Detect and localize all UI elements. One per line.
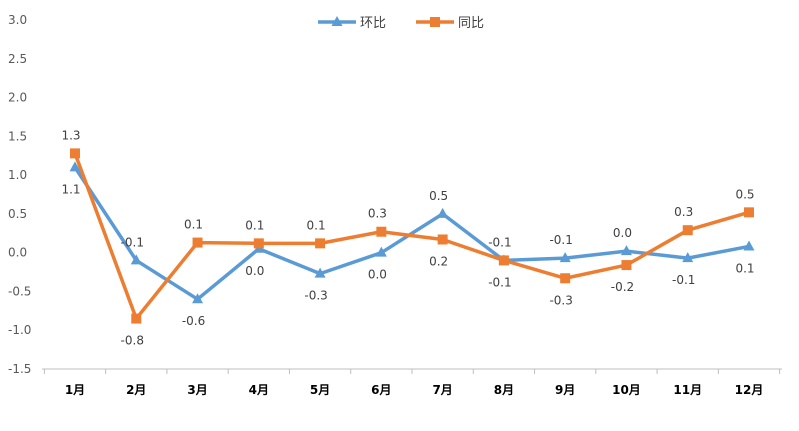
data-point-triangle xyxy=(375,246,387,257)
data-label: 0.3 xyxy=(368,207,387,221)
data-label: -0.2 xyxy=(611,280,634,294)
data-label: 0.1 xyxy=(735,261,754,275)
data-label: 0.0 xyxy=(368,268,387,282)
data-label: -0.8 xyxy=(121,334,144,348)
data-label: -0.3 xyxy=(549,293,572,307)
x-tick-label: 2月 xyxy=(126,383,146,397)
data-label: 0.1 xyxy=(184,218,203,232)
series-markers xyxy=(69,148,755,324)
data-label: 0.1 xyxy=(245,218,264,232)
data-point-square xyxy=(131,313,142,324)
data-point-square xyxy=(70,148,80,159)
y-tick-label: 2.0 xyxy=(8,91,27,105)
y-tick-label: 0.5 xyxy=(8,207,27,221)
series-line-mom xyxy=(73,166,750,301)
x-tick-label: 10月 xyxy=(612,383,641,397)
data-point-triangle xyxy=(559,252,571,263)
data-point-triangle xyxy=(620,245,632,256)
data-label: 0.2 xyxy=(429,254,448,268)
data-point-triangle xyxy=(192,293,204,304)
data-label: 0.3 xyxy=(674,205,693,219)
data-labels: 1.1 -0.1 -0.6 0.0 -0.3 0.0 0.5 -0.1 -0.1 0.0 -0.1 0… xyxy=(61,128,754,347)
data-point-square xyxy=(682,225,693,236)
data-label: 0.0 xyxy=(245,264,264,278)
x-tick-label: 3月 xyxy=(187,383,207,397)
data-label: -0.1 xyxy=(549,233,572,247)
x-tick-label: 4月 xyxy=(249,383,269,397)
data-label: 0.0 xyxy=(613,226,632,240)
y-tick-label: 2.5 xyxy=(8,52,27,66)
data-label: 0.5 xyxy=(735,187,754,201)
data-point-square xyxy=(498,255,509,266)
data-point-square xyxy=(192,237,203,248)
y-axis-tick-labels: 3.0 2.5 2.0 1.5 1.0 0.5 0.0 -0.5 -1.0 -1.5 xyxy=(8,13,31,376)
x-axis: 1月 2月 3月 4月 5月 6月 7月 8月 9月 10月 11月 12月 xyxy=(42,368,782,397)
data-point-square xyxy=(376,226,387,237)
x-tick-label: 12月 xyxy=(735,383,764,397)
data-point-triangle xyxy=(130,254,142,265)
x-tick-label: 1月 xyxy=(65,383,85,397)
legend-marker-triangle xyxy=(331,16,343,26)
y-tick-label: -1.5 xyxy=(8,362,31,376)
y-tick-label: 0.0 xyxy=(8,246,27,260)
data-point-square xyxy=(315,238,326,249)
data-label: -0.1 xyxy=(488,275,511,289)
legend-marker-square xyxy=(430,17,440,27)
y-tick-label: 1.5 xyxy=(8,129,27,143)
data-point-triangle xyxy=(682,252,694,263)
series-line-yoy xyxy=(73,152,750,321)
x-tick-label: 7月 xyxy=(432,383,452,397)
data-point-square xyxy=(744,207,754,218)
data-point-square xyxy=(253,238,264,249)
data-label: -0.3 xyxy=(304,289,327,303)
data-label: -0.6 xyxy=(182,314,205,328)
data-label: -0.1 xyxy=(672,273,695,287)
data-point-triangle xyxy=(69,161,81,172)
legend-label: 同比 xyxy=(458,16,484,31)
series-lines xyxy=(73,152,750,321)
data-label: -0.1 xyxy=(488,235,511,249)
data-label: 1.3 xyxy=(61,128,80,142)
data-point-square xyxy=(560,273,571,284)
x-tick-label: 11月 xyxy=(673,383,702,397)
y-tick-label: -0.5 xyxy=(8,284,31,298)
data-point-square xyxy=(621,260,632,271)
x-tick-label: 9月 xyxy=(555,383,575,397)
y-tick-label: 1.0 xyxy=(8,168,27,182)
data-point-triangle xyxy=(743,240,755,251)
data-label: 0.1 xyxy=(307,218,326,232)
x-tick-label: 8月 xyxy=(494,383,514,397)
data-label: 1.1 xyxy=(61,182,80,196)
y-tick-label: -1.0 xyxy=(8,323,31,337)
data-point-square xyxy=(437,234,448,245)
x-tick-label: 5月 xyxy=(310,383,330,397)
y-tick-label: 3.0 xyxy=(8,13,27,27)
data-point-triangle xyxy=(437,207,449,218)
x-tick-label: 6月 xyxy=(371,383,391,397)
data-point-triangle xyxy=(314,267,326,278)
legend-label: 环比 xyxy=(360,16,386,31)
data-label: 0.5 xyxy=(429,189,448,203)
legend: 环比 同比 xyxy=(318,16,484,31)
data-label: -0.1 xyxy=(121,235,144,249)
